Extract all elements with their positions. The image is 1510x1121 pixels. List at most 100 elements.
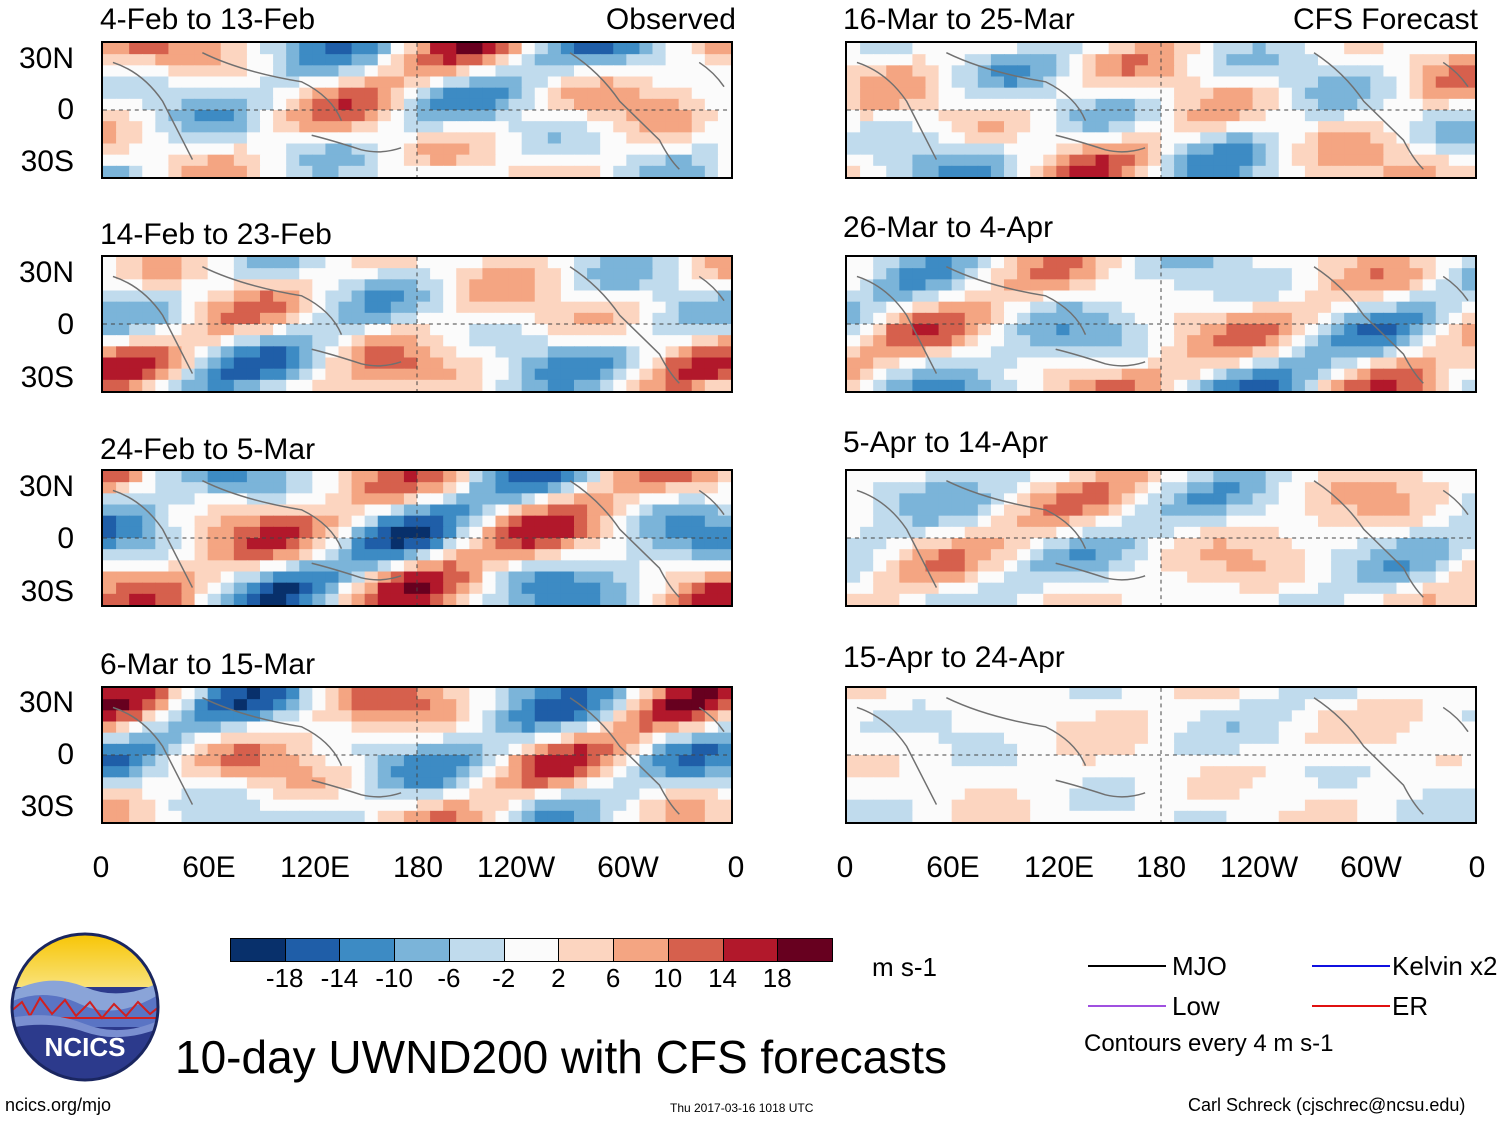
shading-cell — [600, 165, 614, 177]
shading-cell — [1357, 560, 1371, 573]
shading-cell — [1056, 335, 1071, 347]
shading-cell — [1147, 368, 1162, 381]
shading-cell — [430, 699, 444, 711]
colorbar-cell — [339, 938, 396, 962]
shading-cell — [299, 493, 313, 506]
shading-cell — [508, 538, 523, 550]
shading-cell — [1331, 560, 1345, 573]
shading-cell — [691, 743, 706, 756]
shading-cell — [1448, 98, 1463, 111]
shading-cell — [1383, 368, 1398, 381]
shading-cell — [860, 43, 874, 55]
shading-cell — [1226, 688, 1241, 700]
shading-cell — [1304, 777, 1319, 790]
shading-cell — [1409, 504, 1424, 517]
shading-cell — [403, 721, 418, 734]
shading-cell — [665, 324, 680, 336]
shading-cell — [912, 324, 927, 336]
shading-cell — [560, 76, 575, 89]
shading-cell — [678, 593, 693, 605]
shading-cell — [273, 132, 287, 145]
shading-cell — [299, 810, 313, 822]
shading-cell — [925, 571, 940, 584]
shading-cell — [1278, 688, 1293, 700]
shading-cell — [1448, 571, 1463, 584]
shading-cell — [220, 154, 235, 167]
shading-cell — [717, 755, 731, 767]
shading-cell — [1318, 571, 1332, 584]
shading-cell — [1396, 710, 1411, 723]
shading-cell — [990, 777, 1005, 790]
shading-cell — [1435, 121, 1450, 133]
shading-cell — [233, 482, 248, 494]
shading-cell — [142, 766, 156, 778]
shading-cell — [207, 335, 222, 347]
shading-cell — [1161, 482, 1175, 494]
shading-cell — [1344, 732, 1358, 745]
shading-cell — [717, 732, 731, 745]
shading-cell — [1396, 560, 1411, 573]
shading-cell — [142, 357, 156, 370]
shading-cell — [390, 755, 405, 767]
shading-cell — [521, 143, 536, 156]
shading-cell — [1043, 788, 1057, 801]
shading-cell — [1069, 121, 1084, 133]
shading-cell — [116, 43, 130, 55]
shading-cell — [1069, 268, 1084, 280]
shading-cell — [1331, 538, 1345, 550]
shading-cell — [364, 98, 379, 111]
shading-cell — [899, 312, 914, 325]
shading-cell — [155, 76, 170, 89]
shading-cell — [1331, 268, 1345, 280]
shading-cell — [1252, 755, 1267, 767]
shading-cell — [299, 257, 313, 269]
shading-cell — [129, 154, 143, 167]
shading-cell — [860, 76, 874, 89]
shading-cell — [338, 87, 353, 100]
shading-cell — [600, 766, 614, 778]
shading-cell — [691, 810, 706, 822]
shading-cell — [534, 799, 549, 812]
shading-cell — [847, 312, 861, 325]
shading-cell — [1291, 268, 1306, 280]
shading-cell — [613, 54, 627, 66]
shading-cell — [495, 526, 510, 539]
shading-cell — [1304, 582, 1319, 595]
shading-cell — [1030, 98, 1044, 111]
shading-cell — [534, 515, 549, 528]
shading-cell — [390, 368, 405, 381]
shading-cell — [103, 121, 117, 133]
shading-cell — [1213, 54, 1228, 66]
shading-cell — [207, 799, 222, 812]
shading-cell — [860, 777, 874, 790]
shading-cell — [1383, 777, 1398, 790]
shading-cell — [964, 699, 979, 711]
shading-cell — [1161, 76, 1175, 89]
shading-cell — [587, 549, 601, 561]
shading-cell — [1134, 538, 1149, 550]
shading-cell — [1121, 593, 1136, 605]
shading-cell — [964, 335, 979, 347]
shading-cell — [1278, 766, 1293, 778]
shading-cell — [1213, 515, 1228, 528]
shading-cell — [1174, 379, 1188, 391]
shading-cell — [456, 312, 470, 325]
shading-cell — [390, 379, 405, 391]
shading-cell — [873, 777, 887, 790]
shading-cell — [273, 515, 287, 528]
shading-cell — [1239, 777, 1254, 790]
shading-cell — [1161, 165, 1175, 177]
shading-cell — [1265, 98, 1280, 111]
shading-cell — [964, 504, 979, 517]
shading-cell — [1435, 688, 1450, 700]
shading-cell — [103, 54, 117, 66]
shading-cell — [1252, 549, 1267, 561]
shading-cell — [220, 560, 235, 573]
shading-cell — [116, 482, 130, 494]
shading-cell — [534, 312, 549, 325]
shading-cell — [1239, 688, 1254, 700]
shading-cell — [1331, 346, 1345, 359]
shading-cell — [155, 65, 170, 78]
shading-cell — [613, 593, 627, 605]
shading-cell — [1239, 335, 1254, 347]
